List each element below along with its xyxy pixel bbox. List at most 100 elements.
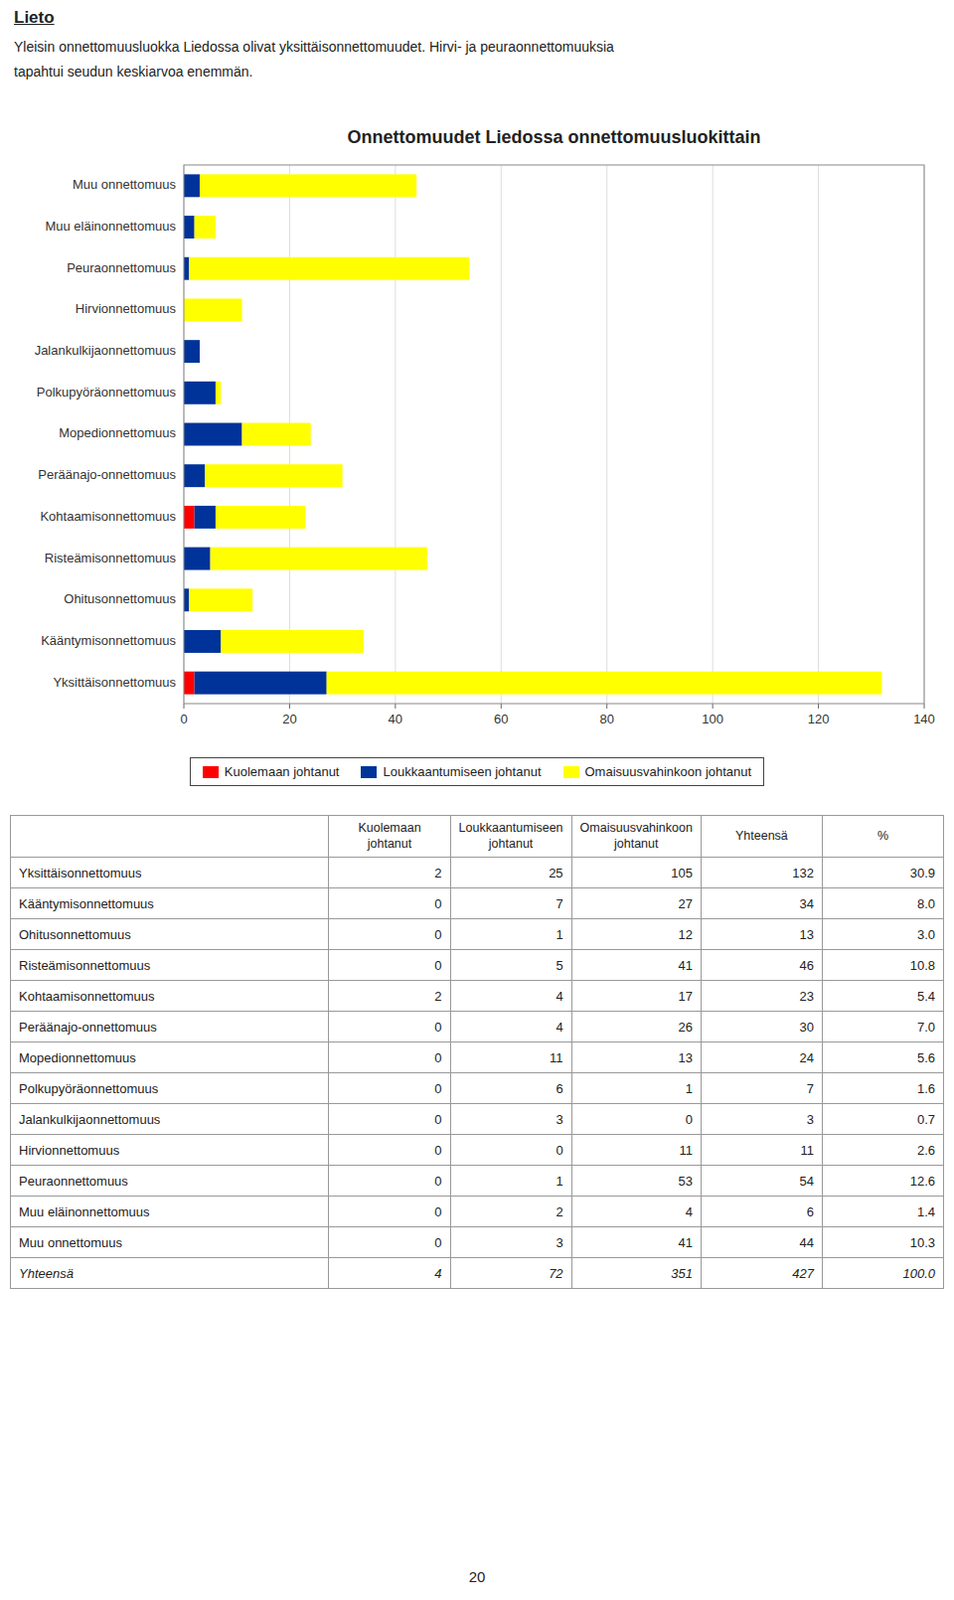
- table-row: Polkupyöräonnettomuus06171.6: [10, 1073, 945, 1105]
- table-cell: 6: [450, 1073, 572, 1105]
- table-cell: 5.6: [821, 1042, 944, 1074]
- y-tick-label: Mopedionnettomuus: [58, 425, 176, 441]
- chart-title: Onnettomuudet Liedossa onnettomuusluokit…: [347, 127, 762, 148]
- y-tick-label: Jalankulkijaonnettomuus: [34, 342, 177, 358]
- x-tick-label: 20: [282, 711, 297, 727]
- table-row-label: Kohtaamisonnettomuus: [10, 980, 329, 1012]
- page-number: 20: [0, 1568, 954, 1586]
- table-row: Mopedionnettomuus01113245.6: [10, 1042, 945, 1074]
- bar-segment: [220, 630, 364, 653]
- table-row-label: Polkupyöräonnettomuus: [10, 1073, 329, 1105]
- table-cell: 3.0: [821, 919, 944, 951]
- bar-segment: [204, 464, 342, 487]
- bar-segment: [194, 215, 216, 239]
- grid-line: [500, 164, 502, 704]
- bar-segment: [188, 588, 253, 612]
- bar-segment: [183, 547, 211, 571]
- intro-text: Yleisin onnettomuusluokka Liedossa oliva…: [13, 37, 939, 57]
- table-row-label: Yhteensä: [10, 1258, 329, 1289]
- y-tick-label: Yksittäisonnettomuus: [52, 674, 176, 690]
- table-cell: 72: [450, 1258, 572, 1289]
- y-tick-label: Peuraonnettomuus: [66, 260, 176, 276]
- x-tick-label: 0: [179, 711, 187, 727]
- table-cell: 0: [328, 919, 451, 951]
- table-cell: 12.6: [821, 1165, 944, 1197]
- table-cell: 105: [571, 857, 701, 889]
- legend-item: Kuolemaan johtanut: [202, 764, 340, 780]
- table-corner: [10, 815, 329, 858]
- bar-segment: [183, 588, 189, 612]
- table-row-label: Jalankulkijaonnettomuus: [10, 1104, 329, 1135]
- table-cell: 427: [700, 1258, 822, 1289]
- y-tick-label: Ohitusonnettomuus: [63, 591, 176, 607]
- x-tick-label: 100: [701, 711, 724, 727]
- y-tick-label: Kohtaamisonnettomuus: [39, 508, 176, 524]
- tick-mark: [289, 703, 291, 709]
- y-tick-label: Polkupyöräonnettomuus: [36, 384, 177, 400]
- bar-segment: [215, 505, 306, 529]
- table-cell: 54: [700, 1165, 822, 1197]
- table-cell: 1.4: [821, 1196, 944, 1228]
- table-cell: 1: [571, 1073, 701, 1105]
- table-row: Muu eläinonnettomuus02461.4: [10, 1196, 945, 1228]
- y-tick-label: Risteämisonnettomuus: [44, 550, 177, 566]
- table-cell: 0: [328, 1165, 451, 1197]
- y-tick-label: Muu eläinonnettomuus: [44, 218, 176, 234]
- table-cell: 27: [571, 888, 701, 920]
- table-cell: 30.9: [821, 857, 944, 889]
- table-cell: 2: [328, 857, 451, 889]
- x-tick-label: 120: [807, 711, 830, 727]
- table-cell: 0: [328, 1104, 451, 1135]
- table-cell: 10.8: [821, 950, 944, 981]
- chart: Onnettomuudet Liedossa onnettomuusluokit…: [0, 117, 954, 787]
- table-cell: 100.0: [821, 1258, 944, 1289]
- heading: Lieto: [13, 7, 939, 28]
- table-cell: 3: [450, 1104, 572, 1135]
- tick-mark: [394, 703, 396, 709]
- table-cell: 0: [328, 1011, 451, 1043]
- grid-line: [712, 164, 714, 704]
- table-cell: 3: [450, 1227, 572, 1259]
- table-row: Risteämisonnettomuus05414610.8: [10, 950, 945, 981]
- table-cell: 0: [328, 1196, 451, 1228]
- table-cell: 26: [571, 1011, 701, 1043]
- grid-line: [394, 164, 396, 704]
- table-row-label: Peräänajo-onnettomuus: [10, 1011, 329, 1043]
- table-cell: 44: [700, 1227, 822, 1259]
- legend-label: Omaisuusvahinkoon johtanut: [585, 764, 753, 780]
- legend-swatch: [360, 766, 377, 779]
- grid-line: [817, 164, 819, 704]
- legend-swatch: [202, 766, 219, 779]
- y-tick-label: Muu onnettomuus: [72, 176, 177, 192]
- table-cell: 1: [450, 919, 572, 951]
- tick-mark: [500, 703, 502, 709]
- table-cell: 12: [571, 919, 701, 951]
- table-cell: 0: [328, 950, 451, 981]
- table-row: Yksittäisonnettomuus22510513230.9: [10, 857, 945, 889]
- chart-svg: Onnettomuudet Liedossa onnettomuusluokit…: [0, 117, 954, 754]
- table-cell: 10.3: [821, 1227, 944, 1259]
- tick-mark: [924, 703, 926, 709]
- table-cell: 351: [571, 1258, 701, 1289]
- table-column-header: Kuolemaanjohtanut: [328, 815, 451, 858]
- table-cell: 13: [571, 1042, 701, 1074]
- x-tick-label: 80: [599, 711, 614, 727]
- table-row: Hirvionnettomuus0011112.6: [10, 1134, 945, 1166]
- table-cell: 1.6: [821, 1073, 944, 1105]
- y-tick-label: Kääntymisonnettomuus: [40, 633, 176, 648]
- table-cell: 3: [700, 1104, 822, 1135]
- table-cell: 24: [700, 1042, 822, 1074]
- legend: Kuolemaan johtanutLoukkaantumiseen johta…: [189, 757, 765, 787]
- table-cell: 2.6: [821, 1134, 944, 1166]
- table-cell: 132: [700, 857, 822, 889]
- bar-segment: [188, 257, 470, 281]
- table-row: Ohitusonnettomuus0112133.0: [10, 919, 945, 951]
- bar-segment: [183, 505, 195, 529]
- table-cell: 7.0: [821, 1011, 944, 1043]
- table-cell: 6: [700, 1196, 822, 1228]
- table-cell: 8.0: [821, 888, 944, 920]
- bar-segment: [210, 547, 428, 571]
- x-tick-label: 40: [388, 711, 403, 727]
- table-cell: 0.7: [821, 1104, 944, 1135]
- table-column-header: Loukkaantumiseenjohtanut: [450, 815, 572, 858]
